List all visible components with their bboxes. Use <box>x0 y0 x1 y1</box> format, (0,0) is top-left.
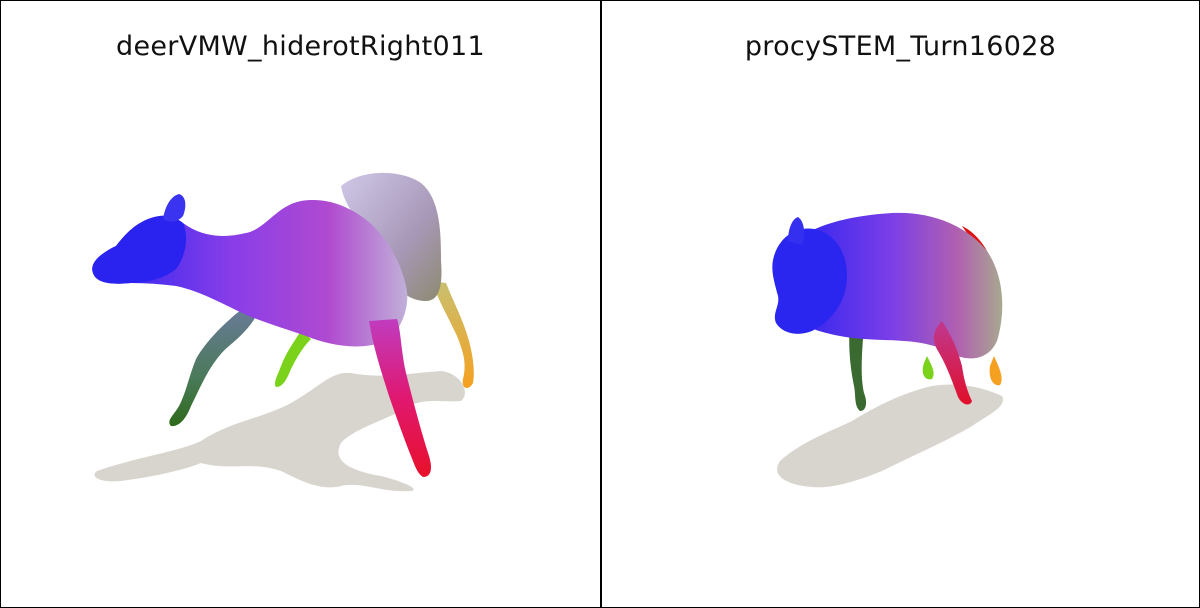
deer-hindquarters <box>341 172 442 301</box>
deer-ear <box>163 194 186 222</box>
raccoon-shadow <box>777 384 1003 488</box>
raccoon-back-left-leg <box>849 321 867 411</box>
raccoon-render <box>772 212 1003 488</box>
deer-head <box>92 215 187 284</box>
raccoon-ear <box>788 217 805 245</box>
panel-title-left: deerVMW_hiderotRight011 <box>116 31 485 62</box>
raccoon-hind-paw <box>989 356 1002 386</box>
raccoon-head <box>772 228 847 334</box>
raccoon-back-right-paw <box>922 356 934 380</box>
panel-left: deerVMW_hiderotRight011 <box>1 1 600 607</box>
deer-back-right-leg <box>274 331 311 387</box>
panel-title-right: procySTEM_Turn16028 <box>744 31 1057 62</box>
deer-back-left-leg <box>169 306 256 427</box>
deer-front-leg <box>369 319 431 477</box>
deer-hind-leg <box>431 281 474 388</box>
deer-render <box>92 172 474 492</box>
panel-right: procySTEM_Turn16028 <box>600 1 1199 607</box>
raccoon-front-leg <box>933 321 972 405</box>
deer-shadow <box>94 371 465 492</box>
